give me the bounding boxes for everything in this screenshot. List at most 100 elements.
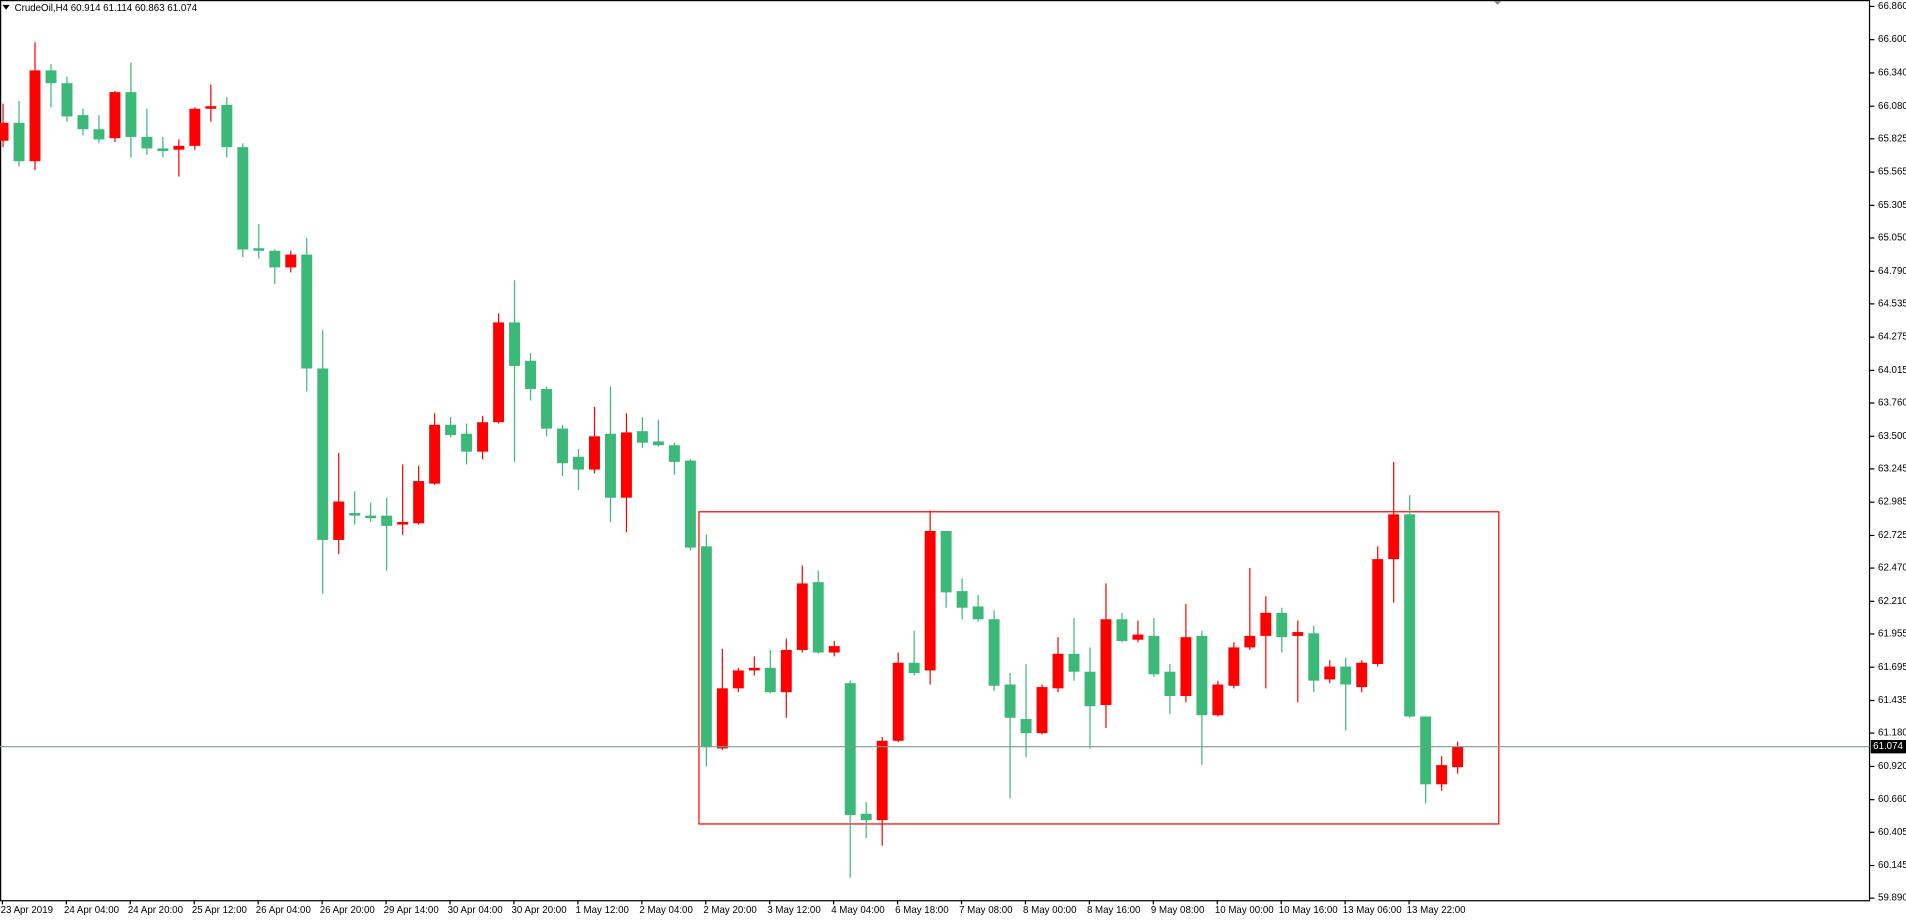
candle-body (1340, 666, 1352, 685)
candle-body (1388, 514, 1400, 560)
range-rectangle (698, 511, 1500, 825)
candle-body (604, 433, 616, 498)
candle-body (956, 591, 968, 608)
candle-body (1452, 746, 1464, 768)
x-tick-label: 10 May 16:00 (1279, 905, 1338, 916)
y-tick-label: 62.725 (1878, 530, 1906, 541)
y-tick-label: 63.760 (1878, 398, 1906, 409)
x-tick-label: 7 May 08:00 (959, 905, 1013, 916)
candle-body (125, 92, 137, 137)
candle-body (1292, 632, 1304, 636)
candle-body (365, 515, 377, 519)
candle-body (908, 662, 920, 673)
x-tick-label: 9 May 08:00 (1151, 905, 1205, 916)
x-tick-label: 2 May 20:00 (703, 905, 757, 916)
x-tick-label: 26 Apr 20:00 (320, 905, 376, 916)
candle-body (381, 515, 393, 526)
x-tick-label: 24 Apr 04:00 (64, 905, 120, 916)
candle-body (828, 646, 840, 653)
candle-body (93, 129, 105, 140)
candle-body (748, 667, 760, 671)
candle-body (109, 92, 121, 139)
x-tick-label: 8 May 16:00 (1087, 905, 1141, 916)
y-tick-label: 64.275 (1878, 332, 1906, 343)
candle-body (1244, 635, 1256, 648)
candle-body (1036, 687, 1048, 734)
candle-body (61, 83, 73, 117)
y-tick-label: 61.955 (1878, 629, 1906, 640)
candle-body (844, 683, 856, 816)
candle-body (860, 813, 872, 821)
y-tick-label: 65.050 (1878, 233, 1906, 244)
x-tick-label: 13 May 22:00 (1407, 905, 1466, 916)
candle-body (141, 136, 153, 149)
x-tick-label: 13 May 06:00 (1343, 905, 1402, 916)
y-tick-label: 61.180 (1878, 728, 1906, 739)
x-tick-label: 30 Apr 04:00 (448, 905, 504, 916)
y-tick-label: 64.535 (1878, 298, 1906, 309)
y-tick-label: 66.600 (1878, 34, 1906, 45)
candle-body (29, 70, 41, 162)
candle-body (764, 667, 776, 693)
candle-body (1212, 684, 1224, 716)
x-tick-label: 2 May 04:00 (639, 905, 693, 916)
plot-frame (0, 0, 1871, 902)
candle-body (1196, 635, 1208, 716)
candle-body (397, 522, 409, 525)
candle-body (780, 649, 792, 693)
candle-body (1404, 514, 1416, 717)
candle-body (716, 688, 728, 749)
candle-body (525, 360, 537, 389)
candle-body (1100, 619, 1112, 705)
y-tick-label: 60.920 (1878, 761, 1906, 772)
candle-body (1228, 647, 1240, 686)
candle-body (924, 530, 936, 671)
candle-body (461, 433, 473, 452)
y-tick-label: 65.565 (1878, 167, 1906, 178)
candle-body (493, 322, 505, 423)
y-tick-label: 60.145 (1878, 860, 1906, 871)
candle-body (285, 254, 297, 268)
candle-body (732, 670, 744, 689)
x-tick-label: 25 Apr 12:00 (192, 905, 248, 916)
candle-body (1116, 619, 1128, 642)
candle-body (652, 441, 664, 446)
candle-body (940, 530, 952, 593)
candle-body (1436, 765, 1448, 785)
candle-body (1084, 671, 1096, 707)
candle-body (573, 456, 584, 470)
candle-body (700, 546, 712, 748)
chart-header: CrudeOil,H4 60.914 61.114 60.863 61.074 (15, 3, 198, 14)
x-tick-label: 6 May 18:00 (895, 905, 949, 916)
candle-body (253, 248, 265, 251)
candle-body (237, 147, 249, 250)
y-tick-label: 63.245 (1878, 463, 1906, 474)
x-tick-label: 29 Apr 14:00 (384, 905, 440, 916)
y-tick-label: 65.825 (1878, 133, 1906, 144)
y-tick-label: 64.790 (1878, 266, 1906, 277)
y-tick-label: 64.015 (1878, 365, 1906, 376)
menu-triangle[interactable] (2, 4, 10, 10)
y-tick-label: 62.470 (1878, 563, 1906, 574)
candle-body (557, 428, 568, 464)
y-tick-label: 66.080 (1878, 101, 1906, 112)
x-tick-label: 23 Apr 2019 (1, 905, 53, 916)
y-tick-label: 66.860 (1878, 1, 1906, 12)
candle-body (1308, 633, 1320, 681)
candle-body (1180, 637, 1192, 697)
candle-body (445, 424, 457, 436)
y-tick-label: 62.985 (1878, 497, 1906, 508)
candle-body (1148, 635, 1160, 675)
candle-body (1420, 716, 1432, 785)
candle-body (1132, 634, 1144, 640)
candle-body (413, 481, 425, 524)
x-tick-label: 1 May 12:00 (575, 905, 629, 916)
candle-body (333, 501, 345, 540)
candle-body (269, 250, 281, 268)
candle-body (636, 431, 648, 443)
y-tick-label: 61.695 (1878, 662, 1906, 673)
